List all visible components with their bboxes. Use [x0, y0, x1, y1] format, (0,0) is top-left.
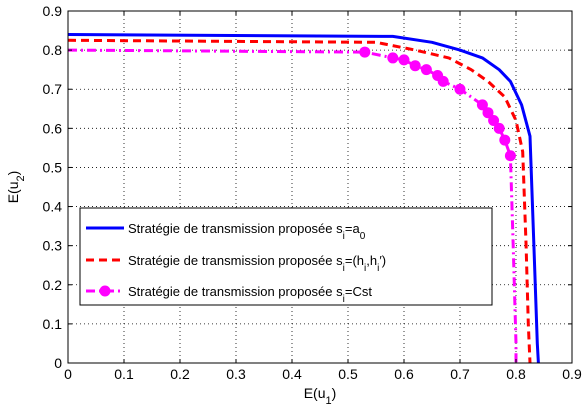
- legend-marker-magenta: [99, 285, 111, 297]
- series-line-1: [67, 33, 540, 364]
- x-tick-label: 0.4: [282, 366, 302, 382]
- data-point: [482, 107, 494, 119]
- data-point: [504, 150, 516, 162]
- data-point: [387, 52, 399, 64]
- x-tick-label: 0.8: [506, 366, 526, 382]
- axis-ticks: 0 0.1 0.2 0.3 0.4 0.5 0.6 0.7 0.8 0.9 0 0.1 0.2 0.3 0.…: [43, 3, 582, 382]
- data-point: [420, 64, 432, 76]
- y-tick-label: 0.4: [43, 199, 63, 215]
- data-point: [437, 75, 449, 87]
- series-group: [67, 33, 540, 364]
- y-tick-label: 0: [54, 355, 62, 371]
- x-tick-label: 0.3: [226, 366, 246, 382]
- x-tick-label: 0.1: [114, 366, 134, 382]
- plot-background: [68, 11, 572, 363]
- x-tick-label: 0: [64, 366, 72, 382]
- data-point: [488, 115, 500, 127]
- y-axis-label: E(u2): [5, 171, 27, 204]
- x-tick-label: 0.5: [338, 366, 358, 382]
- data-point: [398, 54, 410, 66]
- x-tick-label: 0.9: [562, 366, 582, 382]
- data-point: [493, 122, 505, 134]
- data-point: [499, 134, 511, 146]
- data-point: [454, 83, 466, 95]
- data-point: [359, 46, 371, 58]
- y-tick-label: 0.9: [43, 3, 63, 19]
- series-line-2: [67, 38, 532, 364]
- data-point: [476, 99, 488, 111]
- y-tick-label: 0.5: [43, 159, 63, 175]
- y-tick-label: 0.8: [43, 42, 63, 58]
- series-line-3: [67, 48, 518, 363]
- x-tick-label: 0.6: [394, 366, 414, 382]
- y-tick-label: 0.2: [43, 277, 63, 293]
- y-tick-label: 0.6: [43, 120, 63, 136]
- x-tick-label: 0.7: [450, 366, 470, 382]
- y-tick-label: 0.1: [43, 316, 63, 332]
- data-point: [409, 60, 421, 72]
- legend: Stratégie de transmission proposée si=a0…: [79, 207, 493, 306]
- x-tick-label: 0.2: [170, 366, 190, 382]
- y-tick-label: 0.3: [43, 238, 63, 254]
- plot-frame: [67, 10, 573, 364]
- legend-box: [79, 207, 493, 306]
- y-tick-label: 0.7: [43, 81, 63, 97]
- x-axis-label: E(u1): [304, 385, 337, 407]
